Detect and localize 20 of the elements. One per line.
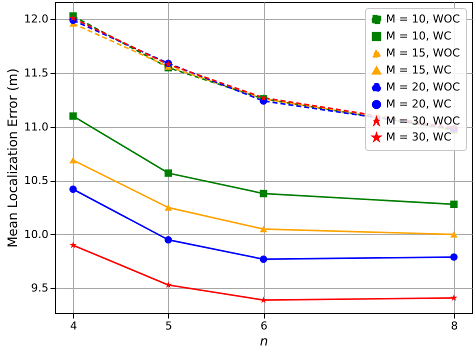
legend-label: M = 10, WOC [386,12,460,26]
y-tick-label: 9.5 [31,282,48,295]
legend-label: M = 10, WC [386,30,452,42]
x-tick-label: 6 [260,320,268,332]
y-tick-label: 12.0 [24,12,48,26]
x-tick-label: 4 [70,320,78,332]
y-tick-label: 11.5 [24,66,48,80]
legend-label: M = 20, WC [386,98,452,110]
y-tick-label: 10.0 [24,228,48,241]
legend-label: M = 15, WOC [386,46,460,60]
legend-label: M = 20, WOC [386,80,460,94]
y-tick-label: 11.0 [24,120,48,134]
legend-label: M = 30, WOC [386,114,460,128]
x-axis-title: n [260,334,268,349]
legend-label: M = 30, WC [386,130,452,144]
y-tick-label: 10.5 [24,174,48,188]
legend-label: M = 15, WC [386,64,452,76]
x-tick-label: 8 [450,320,458,332]
y-axis-title: Mean Localization Error (m) [6,68,22,248]
x-tick-label: 5 [165,320,172,332]
